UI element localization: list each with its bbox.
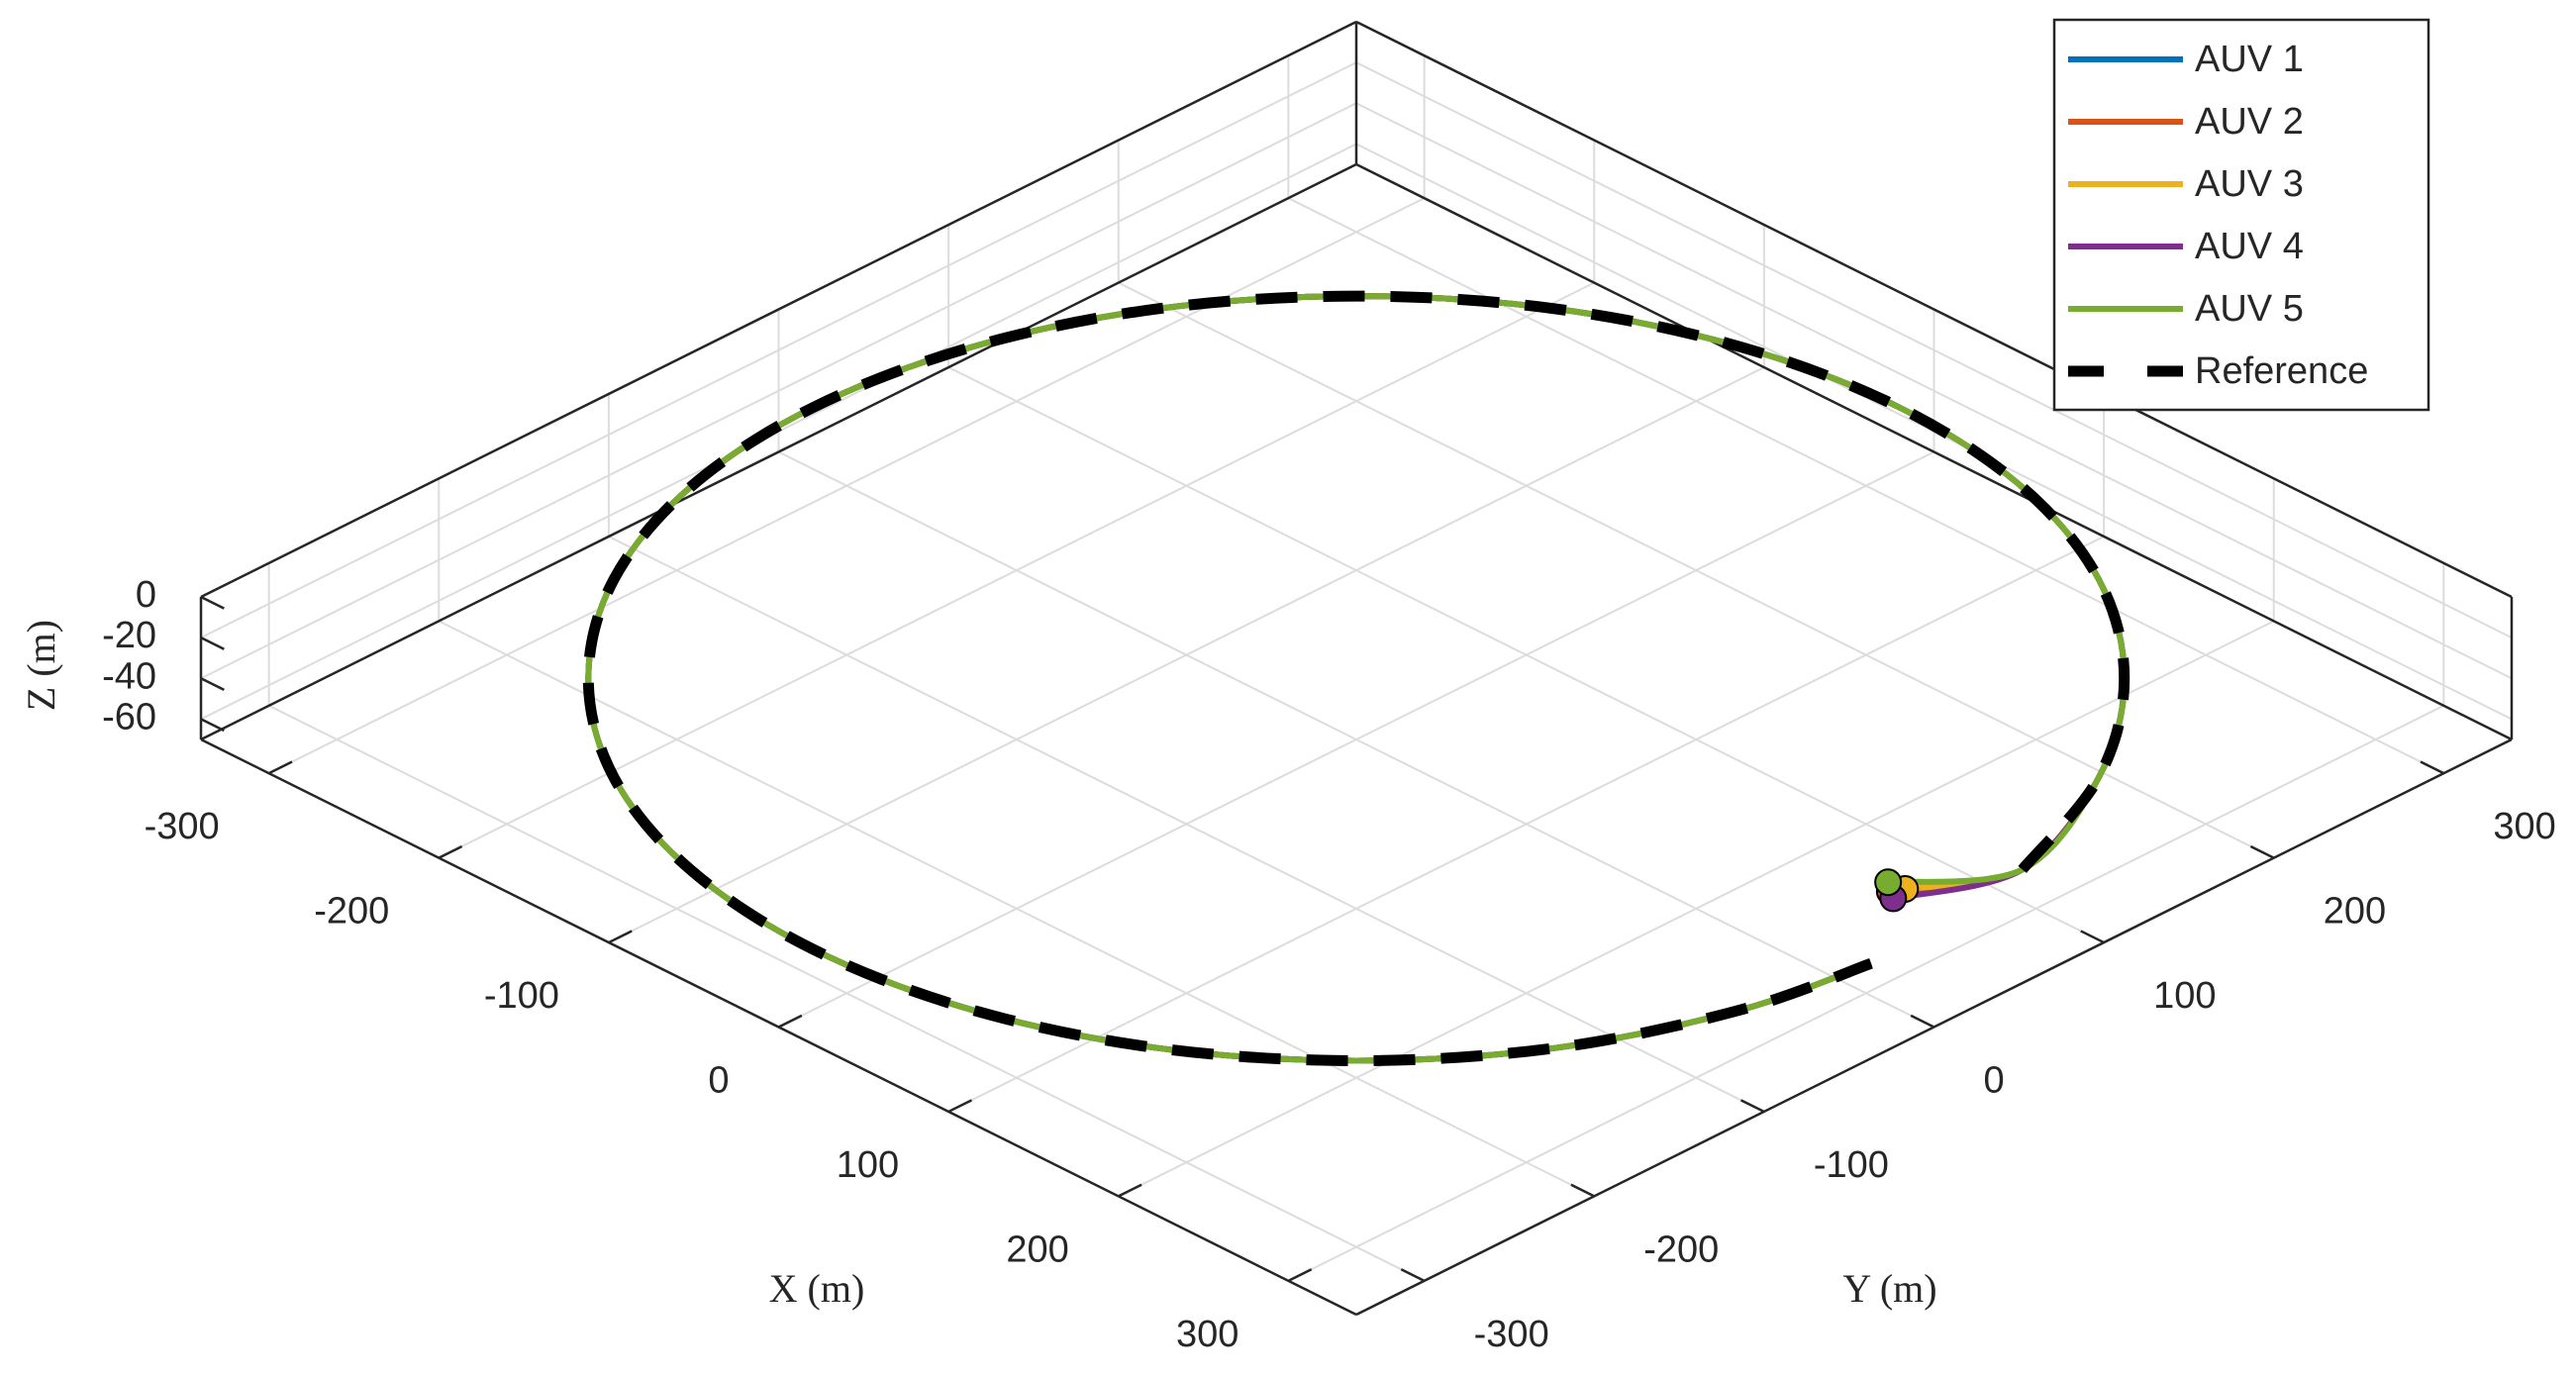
- y-tick: [1910, 1014, 1935, 1029]
- legend-label: Reference: [2195, 350, 2368, 392]
- x-tick: [1118, 1183, 1142, 1198]
- legend-label: AUV 4: [2195, 226, 2304, 267]
- y-tick: [1400, 1268, 1426, 1282]
- x-tick: [1287, 1268, 1313, 1282]
- z-tick: [200, 718, 225, 733]
- start-marker: [1874, 868, 1903, 897]
- x-tick-label: 0: [708, 1060, 729, 1102]
- grid-line: [268, 704, 1426, 1282]
- grid-line: [947, 366, 2105, 943]
- box-edge: [1355, 20, 2513, 599]
- x-tick-label: 300: [1176, 1314, 1238, 1355]
- legend-box: [2052, 18, 2430, 412]
- y-tick: [1570, 1183, 1595, 1198]
- grid-line: [438, 620, 1595, 1198]
- y-tick: [1739, 1099, 1765, 1114]
- y-tick-label: 300: [2493, 806, 2555, 847]
- series-line: [582, 290, 2130, 1066]
- z-tick-label: -60: [102, 696, 156, 738]
- grid-line: [1355, 61, 2513, 639]
- z-tick: [200, 595, 225, 610]
- grid-line: [200, 61, 1357, 639]
- x-axis-label: X (m): [769, 1266, 865, 1311]
- box-edge: [1355, 162, 2513, 741]
- x-tick-label: 200: [1006, 1229, 1068, 1270]
- grid-line: [1287, 197, 2444, 775]
- x-tick-label: -300: [145, 806, 220, 847]
- z-tick-label: -40: [102, 655, 156, 697]
- y-tick-label: -300: [1474, 1314, 1549, 1355]
- x-tick-label: 100: [837, 1144, 899, 1186]
- x-tick-label: -200: [314, 891, 389, 933]
- x-tick: [777, 1014, 803, 1029]
- y-tick-label: -100: [1814, 1144, 1889, 1186]
- box-edge: [200, 162, 1357, 741]
- y-tick: [2249, 844, 2275, 859]
- y-tick: [2080, 930, 2105, 944]
- y-tick: [2420, 760, 2444, 775]
- x-tick: [947, 1099, 973, 1114]
- legend-label: AUV 3: [2195, 163, 2304, 205]
- x-tick: [268, 760, 293, 775]
- x-tick-label: -100: [484, 975, 559, 1017]
- y-tick-label: 0: [1984, 1060, 2005, 1102]
- grid-line: [778, 450, 1934, 1029]
- legend: AUV 1 AUV 2 AUV 3 AUV 4 AUV 5 Reference: [2052, 18, 2430, 412]
- z-tick-label: 0: [136, 574, 156, 616]
- y-tick-label: -200: [1643, 1229, 1719, 1270]
- z-tick: [200, 677, 225, 692]
- plot-lines: [582, 290, 2130, 1066]
- y-axis-label: Y (m): [1842, 1266, 1936, 1311]
- grid-line: [1355, 102, 2513, 680]
- box-edge: [200, 20, 1357, 599]
- x-tick: [438, 844, 463, 859]
- z-tick: [200, 637, 225, 650]
- legend-label: AUV 2: [2195, 101, 2304, 143]
- z-tick-label: -20: [102, 615, 156, 656]
- x-tick: [608, 930, 633, 944]
- grid-line: [1118, 281, 2275, 859]
- legend-label: AUV 1: [2195, 39, 2304, 80]
- z-axis-label: Z (m): [19, 620, 63, 711]
- y-tick-label: 100: [2153, 975, 2216, 1017]
- legend-label: AUV 5: [2195, 288, 2304, 330]
- grid-line: [200, 102, 1357, 680]
- y-tick-label: 200: [2324, 891, 2386, 933]
- grid-line: [608, 536, 1765, 1113]
